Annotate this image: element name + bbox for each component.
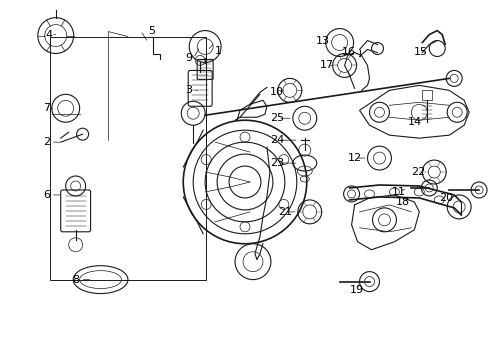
Text: 12: 12 — [347, 153, 362, 163]
Text: 25: 25 — [270, 113, 284, 123]
Bar — [50, 37, 206, 280]
Text: 11: 11 — [392, 187, 405, 197]
Text: 22: 22 — [412, 167, 426, 177]
Text: 13: 13 — [316, 36, 330, 46]
Text: 8: 8 — [73, 275, 80, 285]
Text: 21: 21 — [278, 207, 292, 217]
Text: 7: 7 — [43, 103, 50, 113]
Text: 4: 4 — [46, 30, 53, 40]
Text: 6: 6 — [43, 190, 50, 200]
Circle shape — [76, 128, 89, 140]
Text: 19: 19 — [349, 284, 364, 294]
Text: 9: 9 — [185, 54, 193, 63]
Text: 2: 2 — [43, 137, 50, 147]
Text: 10: 10 — [270, 87, 284, 97]
Text: 18: 18 — [395, 197, 410, 207]
Text: 5: 5 — [148, 26, 155, 36]
Text: 14: 14 — [407, 117, 421, 127]
Text: 15: 15 — [414, 48, 427, 58]
Text: 24: 24 — [270, 135, 284, 145]
Text: 3: 3 — [185, 85, 192, 95]
Text: 1: 1 — [215, 45, 222, 55]
Text: 17: 17 — [319, 60, 334, 71]
Text: 16: 16 — [342, 48, 356, 58]
Text: 23: 23 — [270, 158, 284, 168]
Text: 20: 20 — [439, 193, 453, 203]
